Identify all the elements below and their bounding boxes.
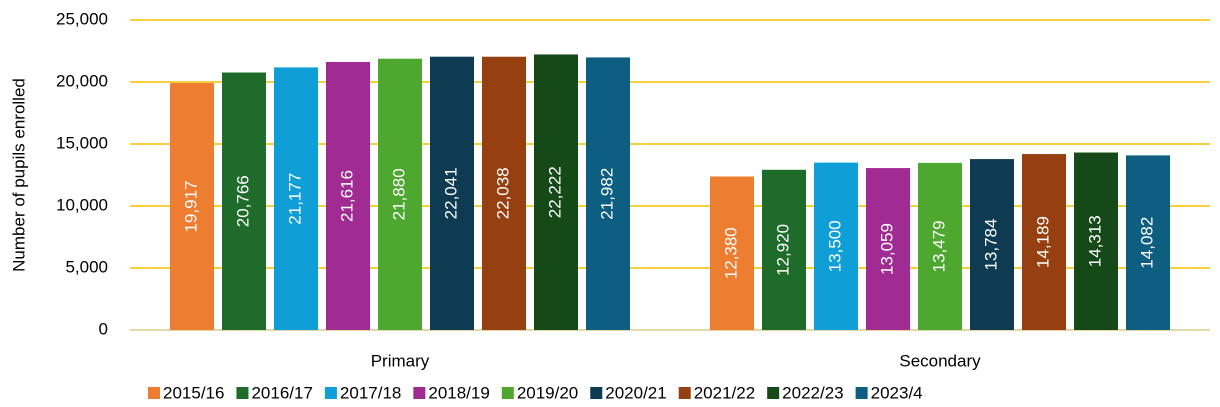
bar <box>970 159 1014 330</box>
bar <box>918 162 962 330</box>
bar <box>222 72 266 331</box>
y-tick-label: 0 <box>99 319 108 338</box>
legend-label: 2022/23 <box>782 383 843 402</box>
y-tick-label: 15,000 <box>56 133 108 152</box>
y-axis-title: Number of pupils enrolled <box>9 78 28 272</box>
bar-value-label: 22,041 <box>441 167 460 219</box>
y-tick-label: 5,000 <box>65 257 108 276</box>
legend-label: 2023/4 <box>871 383 923 402</box>
bar <box>866 168 910 330</box>
y-tick-label: 20,000 <box>56 71 108 90</box>
bar <box>482 56 526 331</box>
bar-value-label: 22,038 <box>493 167 512 219</box>
bar <box>430 56 474 331</box>
legend-swatch <box>767 387 780 399</box>
bar <box>170 83 214 330</box>
legend-swatch <box>324 387 337 399</box>
legend-swatch <box>236 387 249 399</box>
bar-value-label: 13,500 <box>825 220 844 272</box>
x-tick-label: Secondary <box>899 351 981 370</box>
bar-value-label: 21,177 <box>285 173 304 225</box>
y-tick-label: 25,000 <box>56 9 108 28</box>
legend-label: 2018/19 <box>428 383 489 402</box>
bar-value-label: 13,059 <box>877 223 896 275</box>
bar-value-label: 14,082 <box>1137 217 1156 269</box>
legend-label: 2021/22 <box>694 383 755 402</box>
bar <box>814 162 858 330</box>
bar <box>1074 152 1118 330</box>
bar <box>710 176 754 330</box>
x-tick-label: Primary <box>371 351 430 370</box>
legend-swatch <box>501 387 514 399</box>
bar <box>378 58 422 331</box>
legend-swatch <box>413 387 426 399</box>
bar-value-label: 21,880 <box>389 168 408 220</box>
bar <box>1022 154 1066 330</box>
legend-swatch <box>855 387 868 399</box>
bar-value-label: 14,189 <box>1033 216 1052 268</box>
bar <box>1126 155 1170 330</box>
y-tick-label: 10,000 <box>56 195 108 214</box>
legend-swatch <box>678 387 691 399</box>
bar-value-label: 22,222 <box>545 166 564 218</box>
bar-value-label: 21,982 <box>597 168 616 220</box>
legend-label: 2019/20 <box>517 383 578 402</box>
bar <box>326 61 370 330</box>
legend-label: 2017/18 <box>340 383 401 402</box>
bar <box>534 54 578 330</box>
bar-value-label: 14,313 <box>1085 215 1104 267</box>
legend-swatch <box>148 387 160 399</box>
legend-swatch <box>590 387 603 399</box>
bar <box>586 57 630 331</box>
bar-value-label: 19,917 <box>181 181 200 233</box>
legend-label: 2020/21 <box>605 383 666 402</box>
bar <box>274 67 318 330</box>
bar <box>762 169 806 330</box>
legend-label: 2015/16 <box>163 383 224 402</box>
bar-value-label: 21,616 <box>337 170 356 222</box>
bar-value-label: 20,766 <box>233 175 252 227</box>
bar-value-label: 12,920 <box>773 224 792 276</box>
legend-label: 2016/17 <box>251 383 312 402</box>
bar-value-label: 13,479 <box>929 220 948 272</box>
bar-value-label: 13,784 <box>981 219 1000 271</box>
bar-value-label: 12,380 <box>721 227 740 279</box>
